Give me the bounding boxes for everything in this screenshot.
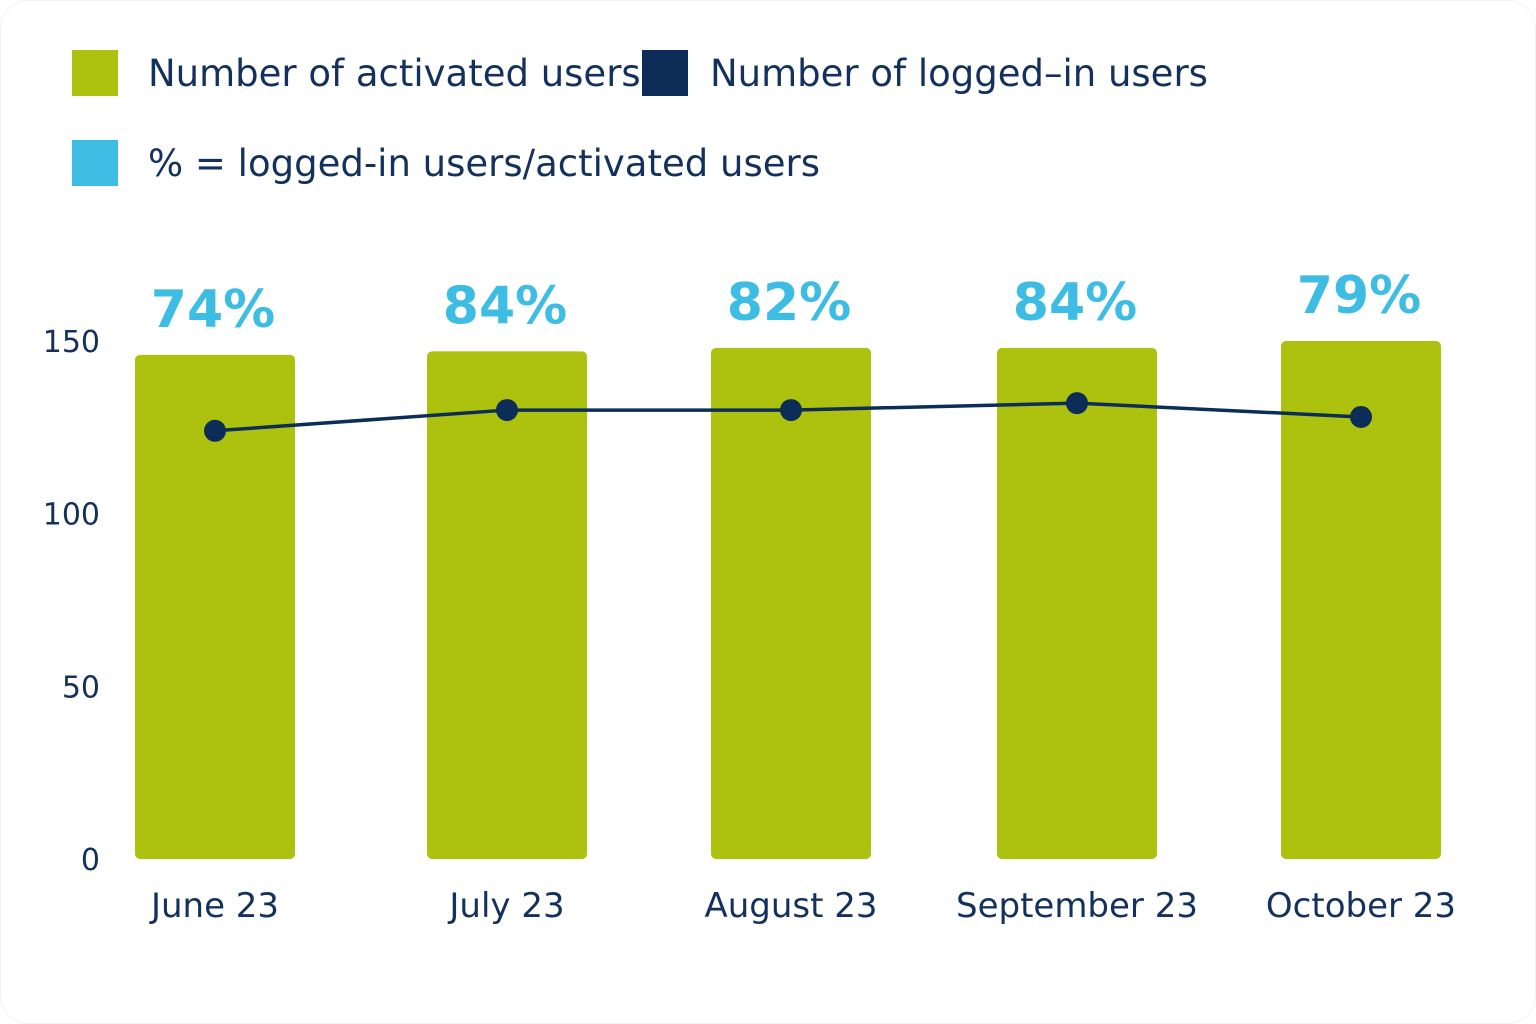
percent-label-2: 84% bbox=[443, 276, 567, 336]
y-tick-label: 100 bbox=[43, 498, 100, 533]
percent-label-4: 84% bbox=[1013, 273, 1137, 333]
line-point-1 bbox=[204, 419, 226, 442]
bar-3 bbox=[711, 347, 871, 859]
legend-item-activated-users: Number of activated users bbox=[72, 50, 641, 96]
x-category-label: July 23 bbox=[447, 886, 564, 926]
legend-swatch-logged-in bbox=[642, 50, 688, 96]
bar-2 bbox=[427, 351, 587, 859]
percent-label-5: 79% bbox=[1297, 266, 1421, 326]
x-category-label: June 23 bbox=[149, 886, 279, 926]
line-point-4 bbox=[1066, 392, 1088, 415]
line-point-5 bbox=[1350, 405, 1372, 428]
legend-label-logged-in: Number of logged–in users bbox=[710, 51, 1208, 95]
x-category-label: August 23 bbox=[704, 886, 877, 926]
x-category-label: October 23 bbox=[1266, 886, 1456, 926]
y-tick-label: 0 bbox=[81, 843, 100, 878]
x-category-label: September 23 bbox=[956, 886, 1198, 926]
legend-label-percentage: % = logged-in users/activated users bbox=[148, 141, 820, 185]
y-tick-label: 150 bbox=[43, 325, 100, 360]
bar-1 bbox=[135, 354, 295, 859]
line-point-3 bbox=[780, 399, 802, 422]
legend-label-activated: Number of activated users bbox=[148, 51, 641, 95]
bar-4 bbox=[997, 347, 1157, 859]
bar-5 bbox=[1281, 341, 1441, 859]
percent-label-1: 74% bbox=[151, 280, 275, 340]
y-tick-label: 50 bbox=[62, 670, 100, 705]
legend-swatch-percentage bbox=[72, 140, 118, 186]
line-point-2 bbox=[496, 399, 518, 422]
legend-item-logged-in-users: Number of logged–in users bbox=[642, 50, 1208, 96]
legend-swatch-activated bbox=[72, 50, 118, 96]
legend-item-percentage: % = logged-in users/activated users bbox=[72, 140, 820, 186]
percent-label-3: 82% bbox=[727, 273, 851, 333]
